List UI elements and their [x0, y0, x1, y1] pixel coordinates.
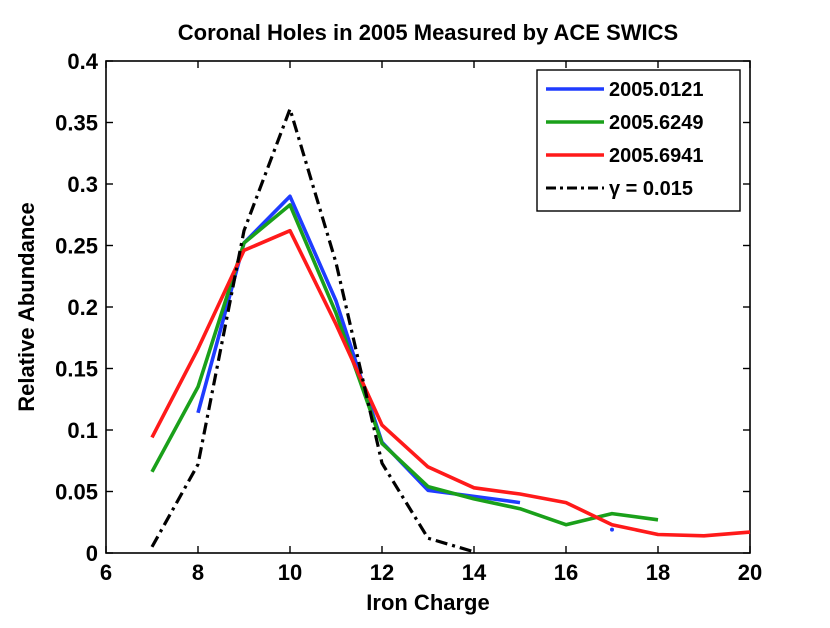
legend-label-1: 2005.6249: [609, 112, 704, 134]
x-tick-label: 14: [462, 560, 487, 585]
y-tick-label: 0.15: [55, 357, 98, 382]
y-tick-label: 0.1: [67, 418, 98, 443]
y-axis-label: Relative Abundance: [14, 202, 39, 411]
x-tick-label: 8: [192, 560, 204, 585]
y-tick-label: 0.25: [55, 234, 98, 259]
chart-title: Coronal Holes in 2005 Measured by ACE SW…: [178, 20, 678, 45]
legend-label-3: γ = 0.015: [609, 178, 693, 200]
legend: 2005.0121 2005.6249 2005.6941 γ = 0.015: [536, 69, 741, 212]
x-axis-label: Iron Charge: [366, 590, 489, 615]
y-tick-label: 0.35: [55, 111, 98, 136]
series-line-2: [150, 228, 751, 538]
x-tick-label: 6: [100, 560, 112, 585]
series-point: [610, 527, 614, 532]
x-tick-label: 20: [738, 560, 762, 585]
legend-label-0: 2005.0121: [609, 79, 704, 101]
series-line-3: [150, 107, 475, 554]
legend-label-2: 2005.6941: [609, 145, 704, 167]
axis-ticks: 6 8 10 12 14 16 18 20 0 0.05 0.1 0.15 0.2 0.25 0.3 0.35…: [55, 49, 762, 585]
y-tick-label: 0.4: [67, 49, 98, 74]
series-layer: [150, 107, 751, 554]
x-tick-label: 16: [554, 560, 578, 585]
x-tick-label: 18: [646, 560, 670, 585]
x-tick-label: 10: [278, 560, 302, 585]
y-tick-label: 0: [86, 541, 98, 566]
y-tick-label: 0.3: [67, 172, 98, 197]
x-tick-label: 12: [370, 560, 394, 585]
y-tick-label: 0.05: [55, 480, 98, 505]
y-tick-label: 0.2: [67, 295, 98, 320]
